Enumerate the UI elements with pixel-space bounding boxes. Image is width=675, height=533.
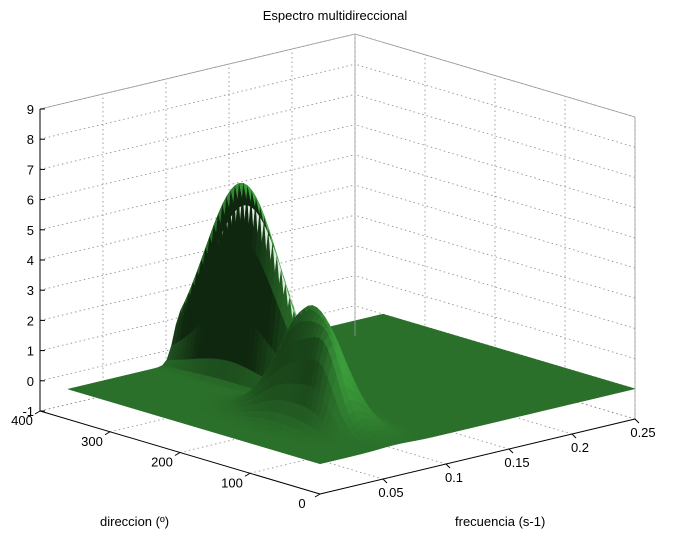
y-tick	[174, 452, 181, 456]
z-tick-label: 8	[27, 132, 34, 147]
x-tick-label: 0.1	[445, 470, 463, 485]
z-tick-label: 3	[27, 283, 34, 298]
z-tick-label: 7	[27, 162, 34, 177]
grid-line	[354, 275, 636, 359]
z-tick-label: 9	[27, 102, 34, 117]
x-axis-label: frecuencia (s-1)	[455, 514, 545, 529]
grid-line	[39, 124, 356, 200]
y-tick-label: 300	[81, 434, 103, 449]
grid-line	[39, 184, 356, 261]
grid-line	[354, 214, 636, 299]
grid-line	[354, 94, 636, 178]
x-tick-label: 0.05	[378, 485, 403, 500]
grid-line	[354, 63, 636, 148]
grid-line	[39, 154, 356, 231]
y-tick	[244, 472, 251, 477]
x-tick	[634, 418, 640, 424]
y-tick-label: 100	[221, 475, 243, 490]
z-tick-label: 5	[27, 223, 34, 238]
y-tick-label: 0	[298, 496, 305, 511]
z-tick-label: 0	[27, 374, 34, 389]
surface-mesh	[67, 182, 636, 465]
x-tick-label: 0.15	[504, 455, 529, 470]
x-tick-label: 0.25	[630, 425, 655, 440]
x-tick	[382, 478, 388, 484]
y-tick-label: 200	[151, 455, 173, 470]
grid-line	[39, 94, 356, 170]
x-tick	[571, 433, 577, 439]
y-axis-label: direccion (º)	[100, 514, 169, 529]
z-tick-label: -1	[22, 404, 34, 419]
z-tick-label: 4	[27, 253, 34, 268]
grid-line	[354, 154, 636, 239]
z-tick-label: 6	[27, 193, 34, 208]
y-tick	[104, 431, 111, 436]
x-tick	[445, 463, 451, 469]
grid-line	[354, 124, 636, 208]
z-tick-label: 1	[27, 344, 34, 359]
x-tick	[508, 448, 514, 454]
axis-line	[39, 33, 356, 110]
y-tick	[314, 493, 321, 498]
axis-line	[354, 33, 636, 118]
x-tick-label: 0.2	[571, 440, 589, 455]
grid-line	[354, 184, 636, 269]
chart-title: Espectro multidireccional	[263, 8, 408, 23]
z-tick-label: 2	[27, 313, 34, 328]
grid-line	[39, 63, 356, 140]
y-tick	[34, 410, 41, 415]
grid-line	[354, 245, 636, 329]
